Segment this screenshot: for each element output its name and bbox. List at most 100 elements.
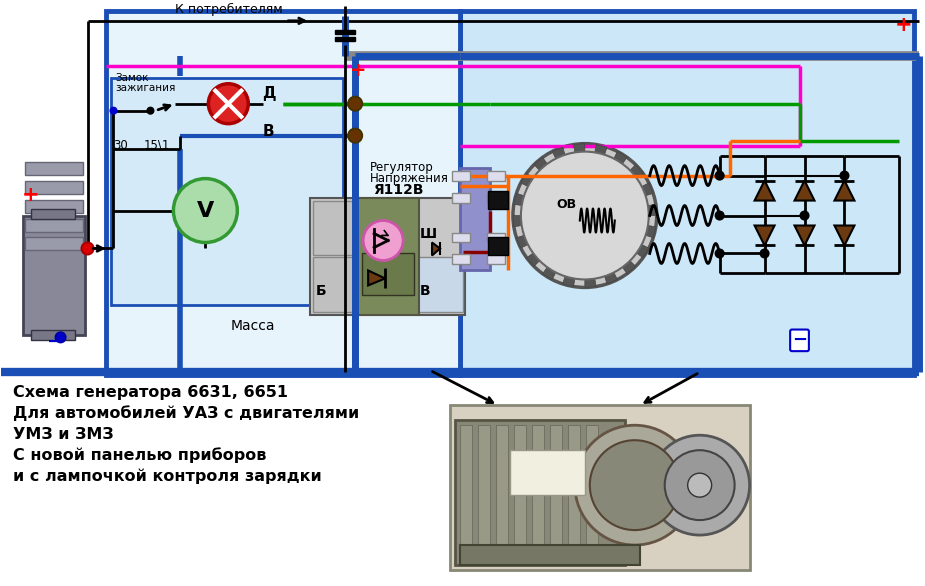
Circle shape [348,97,363,111]
Bar [31,331,75,340]
Bar [25,162,82,175]
Text: ОВ: ОВ [557,197,577,210]
Circle shape [716,212,723,220]
Text: Б: Б [316,284,327,298]
Bar [314,257,358,312]
Polygon shape [834,180,855,200]
Bar [510,450,585,495]
Polygon shape [513,216,522,227]
Text: Для автомобилей УАЗ с двигателями: Для автомобилей УАЗ с двигателями [13,406,359,421]
Bar [478,425,490,565]
Circle shape [513,144,657,287]
Bar [532,425,544,565]
Bar [549,425,561,565]
Bar [452,233,470,243]
Bar [314,200,358,255]
Polygon shape [521,173,533,186]
Text: +: + [22,185,40,205]
Bar [357,197,419,315]
Bar [335,30,355,34]
Polygon shape [755,180,774,200]
Polygon shape [552,147,565,159]
Bar [487,193,505,203]
Circle shape [364,220,403,260]
Bar [25,200,82,213]
Polygon shape [795,180,815,200]
Text: С новой панелью приборов: С новой панелью приборов [13,448,266,463]
Polygon shape [795,226,815,246]
Bar [25,180,82,193]
Polygon shape [642,183,653,196]
Polygon shape [646,226,656,238]
Text: Напряжения: Напряжения [370,172,449,185]
Polygon shape [516,236,528,248]
Polygon shape [636,244,648,258]
Bar [460,168,490,271]
Bar [450,406,749,570]
Polygon shape [585,279,596,287]
Circle shape [716,172,723,179]
Circle shape [110,108,117,114]
Text: 15\1: 15\1 [143,139,170,152]
Circle shape [716,250,723,257]
Polygon shape [513,193,524,206]
Circle shape [56,332,66,342]
Bar [335,37,355,41]
Bar [25,237,82,250]
Bar [488,237,508,255]
Text: В: В [263,124,274,139]
Bar [487,254,505,264]
Polygon shape [526,253,539,267]
Text: Регулятор: Регулятор [370,161,434,173]
Bar [487,171,505,180]
Bar [310,197,465,315]
Polygon shape [368,271,385,285]
Text: Замок: Замок [116,73,149,83]
Polygon shape [562,277,574,287]
Polygon shape [534,158,548,171]
Circle shape [590,440,680,530]
Bar [455,420,624,565]
Circle shape [760,250,769,257]
Polygon shape [623,261,635,274]
Text: Ш: Ш [420,227,438,241]
Bar [363,254,414,295]
Circle shape [173,179,238,243]
Bar [22,216,84,335]
Text: УМЗ и ЗМЗ: УМЗ и ЗМЗ [13,427,113,442]
Bar [568,425,580,565]
Bar [586,425,598,565]
Bar [25,219,82,231]
Bar [496,425,508,565]
Bar [488,190,508,209]
Polygon shape [595,145,607,155]
Text: Схема генератора 6631, 6651: Схема генератора 6631, 6651 [13,385,288,400]
Circle shape [81,243,93,254]
Polygon shape [574,144,585,152]
Bar [460,545,640,565]
Bar [31,209,75,219]
Circle shape [147,108,154,114]
Bar [460,11,914,375]
Circle shape [574,425,695,545]
Text: зажигания: зажигания [116,83,176,93]
Text: В: В [420,284,431,298]
Text: Масса: Масса [230,319,275,333]
Polygon shape [834,226,855,246]
Circle shape [521,152,648,280]
Circle shape [841,172,848,179]
Text: V: V [197,200,214,220]
Circle shape [348,129,363,142]
Circle shape [800,212,808,220]
Text: 30: 30 [114,139,129,152]
Polygon shape [543,267,556,280]
Bar [487,233,505,243]
Circle shape [208,84,248,124]
Polygon shape [630,165,643,178]
Bar [460,425,472,565]
Circle shape [687,473,711,497]
Text: Д: Д [263,86,276,101]
Bar [452,171,470,180]
Polygon shape [614,151,627,164]
Bar [110,78,343,305]
